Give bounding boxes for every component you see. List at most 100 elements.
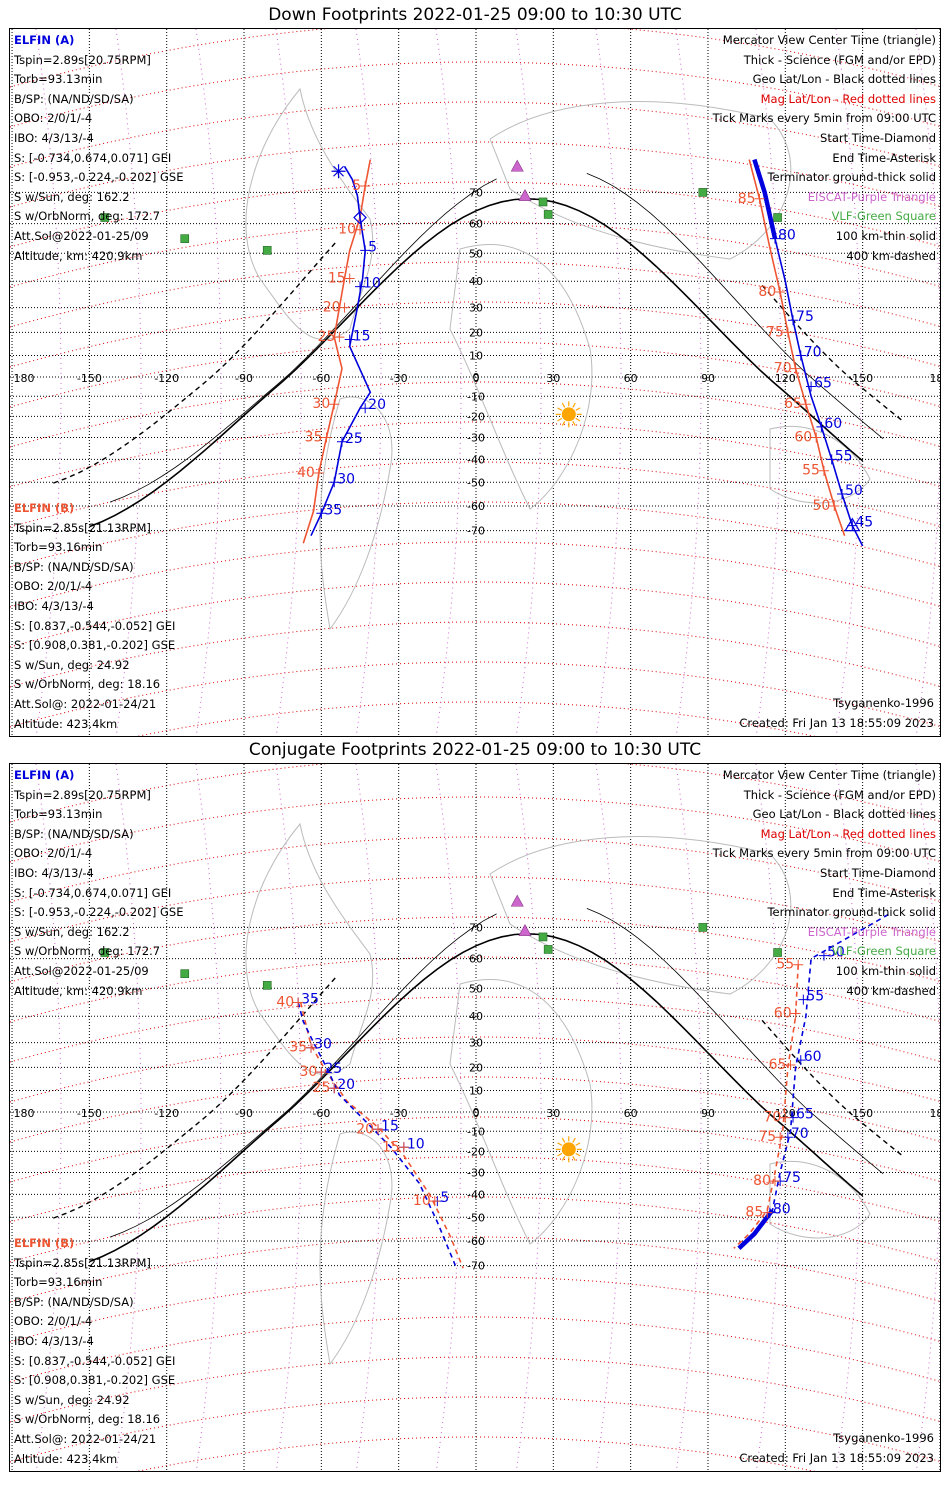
legend-item: Mag Lat/Lon - Red dotted lines bbox=[760, 826, 936, 841]
mag-lat-line bbox=[10, 61, 940, 128]
legend-item: EISCAT-Purple Triangle bbox=[807, 189, 936, 204]
legend-item: Geo Lat/Lon - Black dotted lines bbox=[752, 72, 936, 87]
vlf-station-square bbox=[180, 234, 190, 243]
y-tick-label: 60 bbox=[469, 953, 483, 966]
info-line: Torb=93.16min bbox=[14, 1275, 103, 1290]
sun-ray bbox=[561, 420, 566, 426]
legend-item: Tick Marks every 5min from 09:00 UTC bbox=[712, 846, 936, 861]
mag-lat-line bbox=[136, 701, 816, 736]
mag-lat-line bbox=[10, 141, 940, 208]
sun-ray bbox=[557, 417, 563, 422]
info-line: S: [-0.953,-0.224,-0.202] GSE bbox=[14, 170, 184, 185]
vlf-station-square bbox=[698, 188, 708, 197]
elfin-b-tick-label: 35 bbox=[305, 429, 323, 445]
info-line: S w/OrbNorm, deg: 18.16 bbox=[14, 677, 161, 692]
panel-title: Down Footprints 2022-01-25 09:00 to 10:3… bbox=[268, 5, 682, 25]
y-tick-label: -30 bbox=[467, 431, 485, 444]
legend-item: Geo Lat/Lon - Black dotted lines bbox=[752, 807, 936, 822]
mag-lon-line bbox=[755, 764, 782, 1471]
mag-lat-line bbox=[10, 764, 940, 823]
legend-item: 100 km-thin solid bbox=[835, 228, 936, 243]
elfin-b-tick bbox=[373, 1124, 384, 1135]
info-line: S w/OrbNorm, deg: 172.7 bbox=[14, 944, 161, 959]
elfin-b-tick bbox=[785, 1059, 796, 1070]
elfin-b-tick-label: 15 bbox=[382, 1139, 400, 1155]
eiscat-triangle bbox=[510, 159, 524, 172]
info-line: Torb=93.13min bbox=[14, 807, 103, 822]
elfin-a-tick-label: 65 bbox=[814, 376, 832, 392]
info-line: S w/Sun, deg: 162.2 bbox=[14, 189, 130, 204]
created-timestamp: Created: Fri Jan 13 18:55:09 2023 bbox=[739, 716, 934, 730]
mag-lon-line bbox=[115, 29, 142, 736]
elfin-a-tick-label: 45 bbox=[855, 515, 873, 531]
legend-item: EISCAT-Purple Triangle bbox=[807, 924, 936, 939]
map-panel-down: 180 -150 -120 -90 -60 -30 0 30 60 90 120 150 180 70 60… bbox=[9, 28, 941, 737]
elfin-b-tick bbox=[398, 1142, 409, 1153]
info-line: Tspin=2.89s[20.75RPM] bbox=[14, 787, 151, 802]
elfin-a-tick-label: 50 bbox=[845, 483, 863, 499]
sun-ray bbox=[557, 1142, 563, 1146]
elfin-a-tick bbox=[818, 950, 829, 961]
elfin-b-tick-label: 80 bbox=[758, 284, 776, 300]
mag-lat-line bbox=[10, 421, 940, 488]
elfin-a-tick bbox=[344, 334, 355, 345]
mag-lon-line bbox=[595, 29, 622, 736]
x-tick-label: 0 bbox=[473, 372, 480, 385]
elfin-b-tick bbox=[429, 1196, 440, 1207]
mag-lon-line bbox=[355, 29, 382, 736]
elfin-b-tick-label: 85 bbox=[745, 1205, 763, 1221]
x-tick-label: 60 bbox=[624, 1107, 638, 1120]
elfin-b-tick bbox=[780, 1112, 791, 1123]
info-line: S w/OrbNorm, deg: 18.16 bbox=[14, 1412, 161, 1427]
elfin-a-tick bbox=[795, 1055, 806, 1066]
legend-item: Mercator View Center Time (triangle) bbox=[722, 33, 936, 47]
terminator-ground bbox=[89, 197, 864, 528]
coastline bbox=[449, 244, 593, 510]
legend-item: Terminator ground-thick solid bbox=[767, 170, 936, 185]
terminator-100km bbox=[109, 913, 497, 1238]
elfin-b-info: ELFIN (B) Tspin=2.85s[21.13RPM] Torb=93.… bbox=[14, 499, 175, 734]
elfin-a-tick bbox=[816, 421, 827, 432]
terminator-400km bbox=[53, 240, 338, 484]
y-tick-label: 40 bbox=[469, 1010, 483, 1023]
map-plot: 180 -150 -120 -90 -60 -30 0 30 60 90 120 150 180 70 60… bbox=[10, 29, 940, 736]
elfin-b-tick-label: 20 bbox=[356, 1121, 374, 1137]
mag-lat-line bbox=[10, 1116, 940, 1183]
elfin-b-tick bbox=[321, 432, 332, 443]
science-segment bbox=[752, 158, 778, 240]
mag-lat-line bbox=[10, 836, 940, 903]
y-tick-label: 0 bbox=[473, 1106, 480, 1119]
info-line: OBO: 2/0/1/-4 bbox=[14, 1314, 93, 1329]
info-line: Tspin=2.89s[20.75RPM] bbox=[14, 52, 151, 67]
elfin-b-tick-label: 70 bbox=[763, 1110, 781, 1126]
elfin-b-tick bbox=[790, 1008, 801, 1019]
info-line: S: [-0.734,0.674,0.071] GEI bbox=[14, 150, 172, 165]
elfin-a-tick-label: 80 bbox=[778, 228, 796, 244]
elfin-a-tick-label: 25 bbox=[324, 1061, 342, 1077]
sun-ray bbox=[575, 1142, 581, 1146]
info-line: B/SP: (NA/ND/SD/SA) bbox=[14, 1294, 134, 1309]
info-line: IBO: 4/3/13/-4 bbox=[14, 130, 94, 145]
elfin-a-tick bbox=[806, 381, 817, 392]
terminator-100km bbox=[586, 173, 884, 440]
y-tick-label: 70 bbox=[469, 186, 483, 199]
legend-item: 400 km-dashed bbox=[846, 983, 936, 998]
y-tick-label: 10 bbox=[469, 349, 483, 362]
mag-lon-line bbox=[355, 764, 382, 1471]
y-tick-label: -60 bbox=[467, 500, 485, 513]
elfin-b-tick bbox=[800, 399, 811, 410]
elfin-a-tick-label: 35 bbox=[301, 991, 319, 1007]
x-tick-label: 30 bbox=[546, 372, 560, 385]
elfin-b-tick-label: 80 bbox=[753, 1173, 771, 1189]
info-line: IBO: 4/3/13/-4 bbox=[14, 598, 94, 613]
elfin-b-tick-label: 55 bbox=[776, 957, 794, 973]
legend-item: Mercator View Center Time (triangle) bbox=[722, 768, 936, 782]
elfin-b-tick-label: 10 bbox=[338, 222, 356, 238]
mag-lat-line bbox=[10, 581, 940, 648]
terminator-400km bbox=[53, 975, 338, 1219]
elfin-b-tick-label: 40 bbox=[276, 994, 294, 1010]
sun-ray bbox=[575, 1152, 581, 1157]
elfin-a-tick bbox=[355, 281, 366, 292]
elfin-a-tick-label: 20 bbox=[337, 1077, 355, 1093]
elfin-a-tick bbox=[360, 403, 371, 414]
